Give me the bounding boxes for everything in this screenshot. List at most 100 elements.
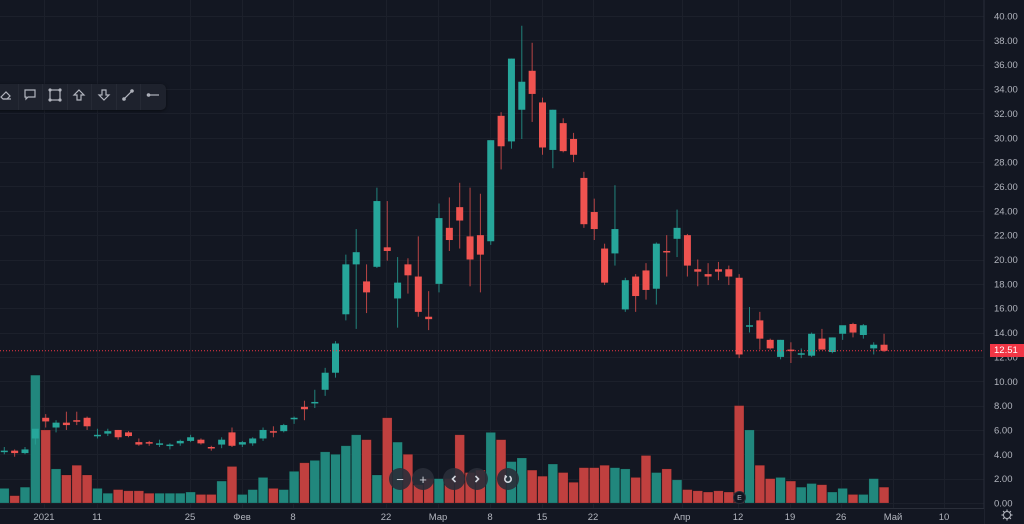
candle <box>518 81 526 110</box>
time-axis-label: 15 <box>537 512 548 523</box>
price-axis-label: 28.00 <box>994 158 1018 169</box>
candle <box>83 417 91 427</box>
price-axis-label: 6.00 <box>994 425 1013 436</box>
volume-bar <box>92 488 103 504</box>
volume-bar <box>837 488 848 504</box>
zoom-in-button[interactable]: + <box>412 468 434 490</box>
candle <box>828 337 836 353</box>
time-axis-label: Фев <box>233 512 251 523</box>
candle <box>642 270 650 290</box>
candle <box>435 218 443 284</box>
zoom-out-button[interactable]: − <box>389 468 411 490</box>
volume-bar <box>754 464 765 504</box>
candle <box>425 316 433 320</box>
volume-bar <box>692 490 703 504</box>
time-axis-label: 25 <box>185 512 196 523</box>
arrow-down-button[interactable] <box>92 84 117 110</box>
volume-bar <box>827 491 838 504</box>
volume-bar <box>154 492 165 504</box>
candle <box>394 282 402 299</box>
trend-line-button[interactable] <box>117 84 141 110</box>
volume-bar <box>133 490 144 504</box>
candle <box>673 227 681 239</box>
price-axis-label: 8.00 <box>994 401 1013 412</box>
candle <box>383 247 391 251</box>
volume-bar <box>40 429 51 504</box>
volume-bar <box>485 432 496 504</box>
volume-bar <box>195 494 207 504</box>
volume-bar <box>640 455 652 504</box>
time-axis-label: 12 <box>733 512 744 523</box>
callout-button[interactable] <box>19 84 43 110</box>
candle <box>476 235 484 255</box>
rectangle-icon <box>48 87 62 107</box>
volume-bar <box>351 434 362 504</box>
candle <box>756 320 764 339</box>
time-axis-background <box>0 509 984 524</box>
candle <box>808 333 816 356</box>
candle <box>818 338 826 350</box>
horizontal-ray-button[interactable] <box>141 84 166 110</box>
earnings-marker[interactable]: E <box>733 491 746 504</box>
volume-bar <box>50 468 62 504</box>
candle <box>352 252 360 265</box>
volume-bar <box>330 453 341 504</box>
volume-bar <box>796 486 807 504</box>
price-candles <box>0 25 888 457</box>
price-axis-label: 36.00 <box>994 60 1018 71</box>
price-axis-label: 14.00 <box>994 328 1018 339</box>
candle <box>62 422 70 426</box>
volume-bar <box>878 486 890 504</box>
candle <box>507 58 515 142</box>
callout-icon <box>23 88 37 107</box>
candle <box>445 227 453 241</box>
candle <box>0 450 8 453</box>
candle <box>746 325 753 327</box>
candle <box>197 439 205 444</box>
time-axis-label: 2021 <box>33 512 54 523</box>
volume-bar <box>247 489 258 504</box>
volume-bar <box>847 494 859 504</box>
price-axis-label: 10.00 <box>994 377 1018 388</box>
chart-settings-gear-icon[interactable] <box>1001 509 1013 521</box>
volume-bar <box>19 486 31 504</box>
rectangle-button[interactable] <box>43 84 68 110</box>
candle <box>228 432 236 446</box>
volume-bar <box>144 492 155 504</box>
price-axis-label: 16.00 <box>994 304 1018 315</box>
candle <box>766 339 774 349</box>
candle <box>363 281 371 293</box>
volume-bar <box>320 451 331 504</box>
minus-icon: − <box>396 471 404 487</box>
volume-bar <box>433 478 445 504</box>
volume-bar <box>527 469 538 504</box>
time-axis[interactable]: 2021 11 25 Фев 8 22 Мар 8 15 22 Апр 12 19 26 Май 10 <box>33 512 949 523</box>
scroll-left-button[interactable] <box>443 468 465 490</box>
candle <box>332 343 339 373</box>
arrow-up-button[interactable] <box>68 84 92 110</box>
candle <box>21 449 29 454</box>
candle <box>497 115 505 147</box>
price-axis-label: 0.00 <box>994 499 1013 510</box>
price-axis-label: 4.00 <box>994 450 1013 461</box>
volume-bar <box>775 477 786 504</box>
candle <box>632 276 640 297</box>
arrow-up-icon <box>72 88 86 107</box>
price-axis[interactable]: 40.00 38.00 36.00 34.00 32.00 30.00 28.00 26.00… <box>994 12 1018 510</box>
scroll-right-button[interactable] <box>466 468 488 490</box>
volume-bar <box>299 462 310 504</box>
arrow-down-icon <box>97 88 111 107</box>
volume-bar <box>268 488 279 504</box>
candle <box>52 422 60 428</box>
volume-bar <box>61 474 72 504</box>
time-axis-label: Апр <box>674 512 691 523</box>
price-axis-label: 22.00 <box>994 231 1018 242</box>
volume-bar <box>288 471 300 504</box>
volume-bar <box>71 464 82 504</box>
volume-bar <box>609 467 621 504</box>
volume-bar <box>661 468 672 504</box>
candle <box>290 417 298 420</box>
reset-chart-button[interactable] <box>497 468 519 490</box>
eraser-button[interactable] <box>0 84 19 110</box>
